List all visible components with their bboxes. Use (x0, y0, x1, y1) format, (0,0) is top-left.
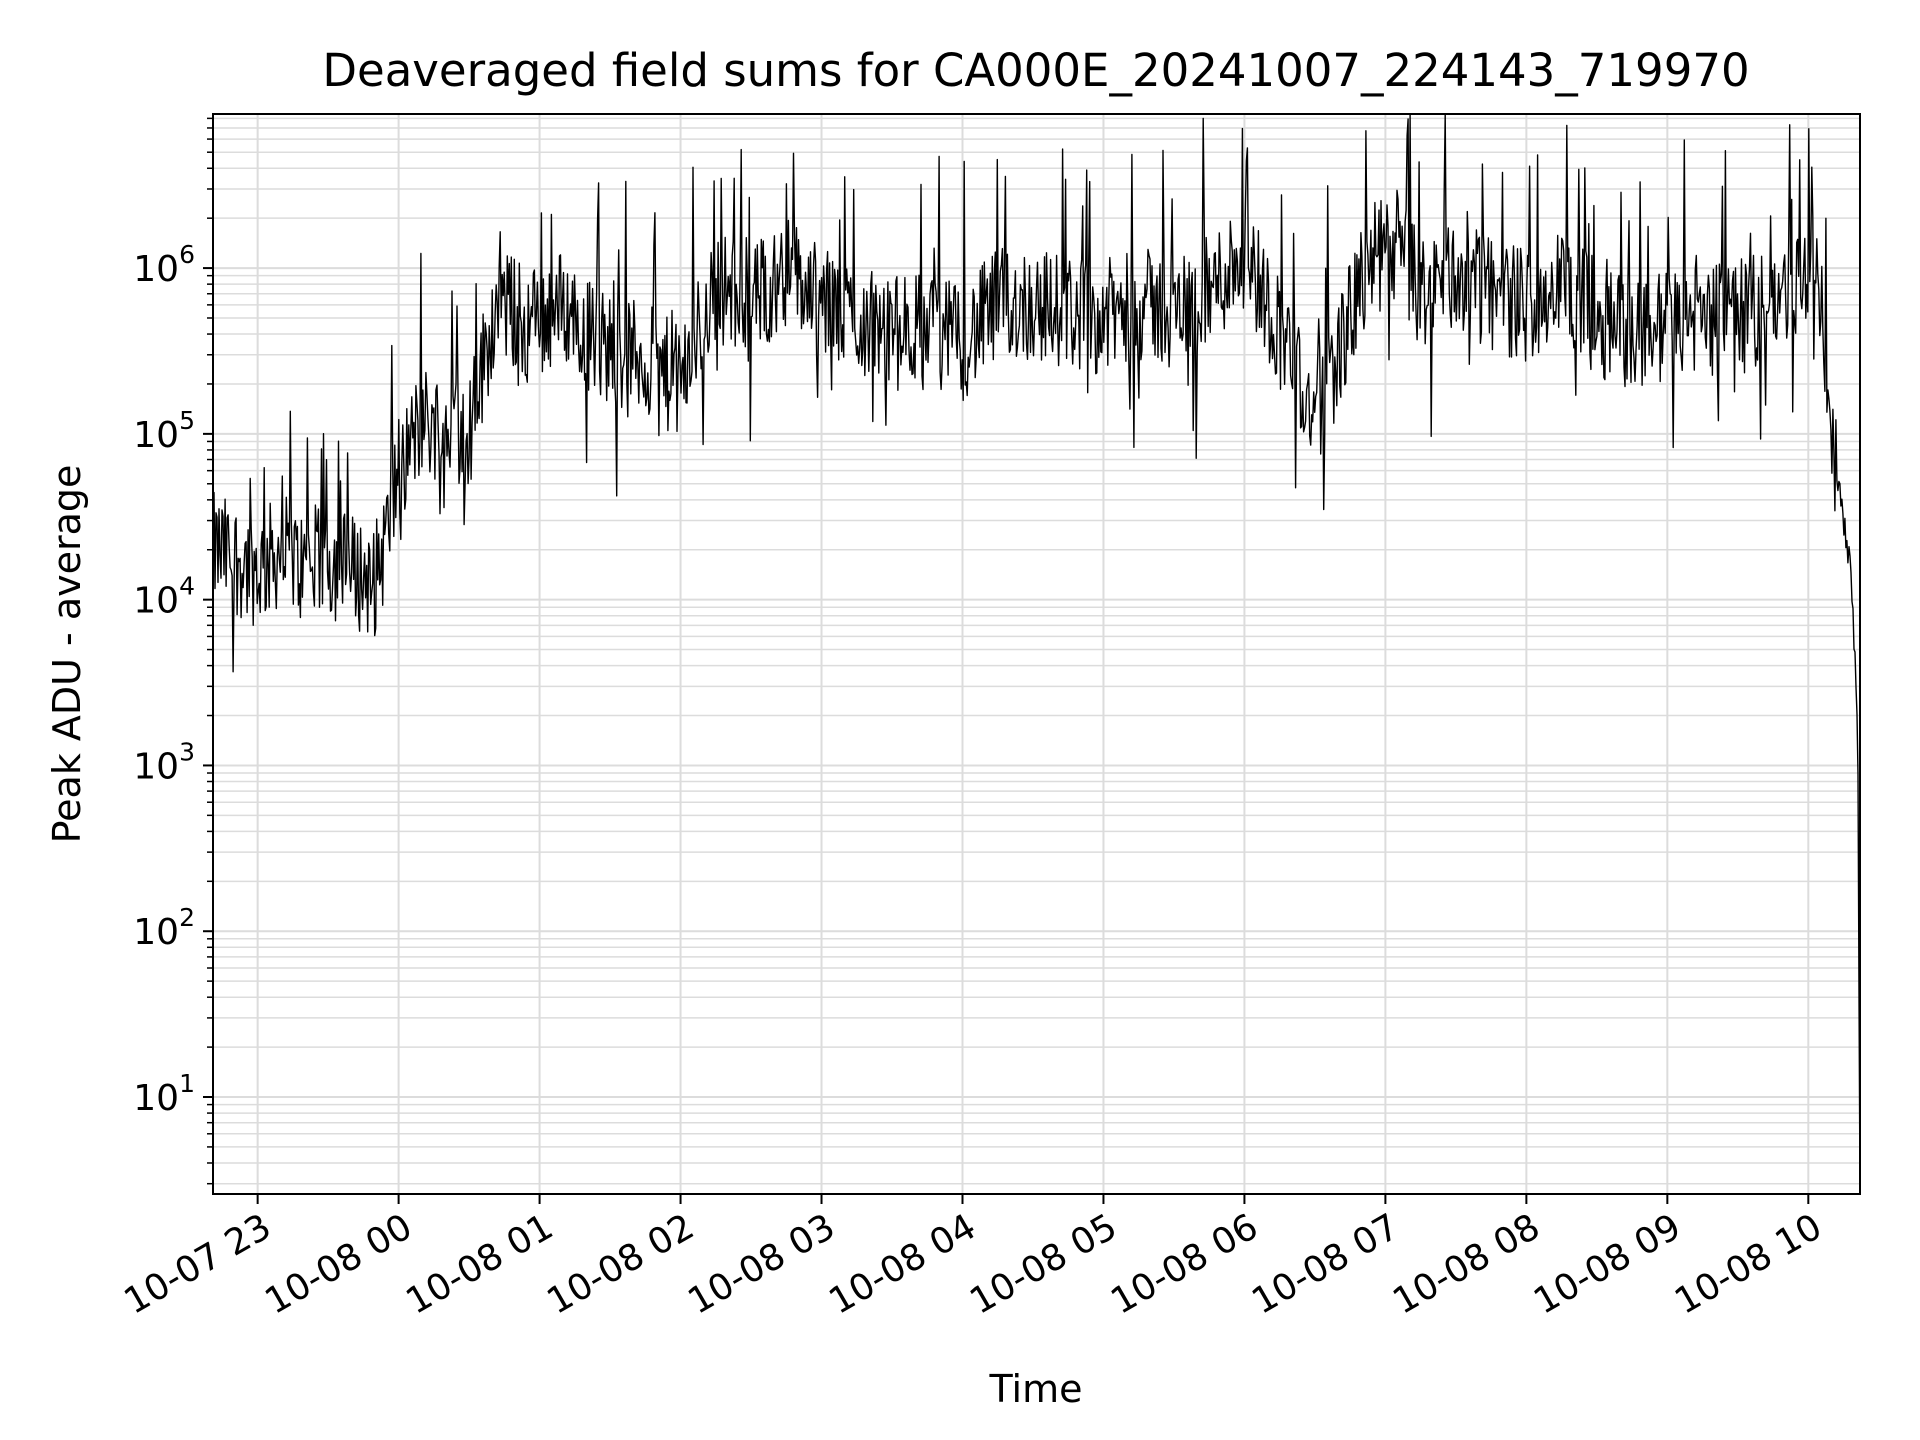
y-tick-label: 105 (133, 406, 195, 456)
y-tick-label: 101 (133, 1069, 195, 1119)
axes-frame (212, 113, 1861, 1195)
y-tick-label: 103 (133, 737, 195, 787)
series-line (212, 113, 1861, 1193)
chart-title: Deaveraged field sums for CA000E_2024100… (322, 44, 1749, 97)
y-axis-label: Peak ADU - average (45, 465, 89, 844)
grid-lines (213, 114, 1860, 1194)
y-tick-label: 106 (133, 240, 195, 290)
series-layer (212, 113, 1861, 1193)
x-axis-label: Time (989, 1367, 1083, 1411)
y-tick-label: 104 (133, 572, 195, 622)
y-tick-label: 102 (133, 903, 195, 953)
